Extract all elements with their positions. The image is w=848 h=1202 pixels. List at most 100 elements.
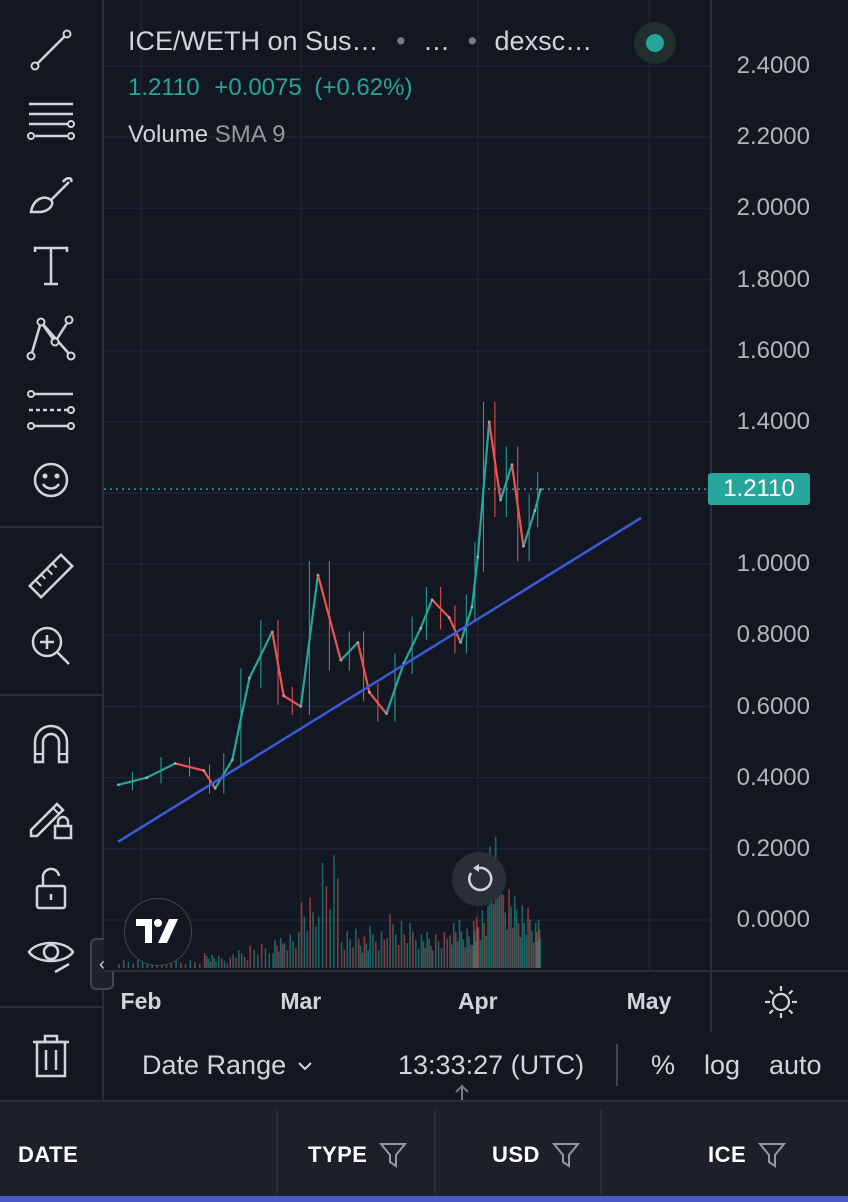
volume-bar [417, 948, 420, 968]
fib-retracement-icon [27, 102, 75, 140]
volume-bar [297, 931, 300, 968]
transactions-table-header: DATE TYPE USD ICE [0, 1100, 848, 1202]
volume-bar [317, 916, 320, 968]
volume-bar [276, 945, 278, 968]
time-tick-label: Mar [280, 988, 322, 1014]
volume-bar [424, 948, 427, 968]
volume-bar [409, 922, 411, 968]
auto-toggle[interactable]: auto [769, 1050, 822, 1080]
zoom-in-icon [31, 626, 70, 665]
filter-icon[interactable] [551, 1142, 580, 1168]
volume-bar [400, 920, 403, 968]
volume-bar [508, 889, 510, 968]
date-range-dropdown[interactable]: Date Range [142, 1050, 314, 1081]
volume-bar [504, 912, 507, 968]
volume-bar [243, 956, 246, 968]
delete-drawings-tool[interactable] [12, 1026, 90, 1086]
volume-bar [462, 939, 465, 968]
trend-line-tool[interactable] [12, 20, 90, 80]
hide-drawings-tool[interactable] [12, 922, 90, 982]
tradingview-logo-icon [136, 919, 178, 943]
time-scale[interactable]: Feb Mar Apr May [104, 970, 710, 1032]
pattern-tool[interactable] [12, 308, 90, 368]
volume-legend[interactable]: Volume SMA 9 [128, 121, 285, 149]
price-point [270, 630, 274, 634]
column-date[interactable]: DATE [18, 1142, 78, 1168]
unlock-icon [35, 867, 67, 910]
volume-bar [479, 939, 482, 968]
volume-bar [203, 952, 206, 968]
price-point [213, 786, 217, 790]
percent-toggle[interactable]: % [651, 1050, 676, 1080]
volume-bar [359, 945, 362, 968]
volume-bar [475, 917, 478, 968]
legend-price-row: 1.2110 +0.0075 (+0.62%) [128, 74, 412, 102]
volume-bar [207, 958, 210, 968]
volume-bar [397, 944, 400, 968]
volume-bar [414, 940, 417, 968]
price-point [430, 598, 434, 602]
emoji-tool[interactable] [12, 450, 90, 510]
volume-bar [527, 907, 529, 968]
volume-bar [519, 937, 522, 968]
volume-bar [517, 923, 520, 968]
zoom-in-tool[interactable] [12, 616, 90, 676]
lock-drawing-tool[interactable] [12, 786, 90, 846]
brush-tool[interactable] [12, 164, 90, 224]
volume-bar [361, 952, 364, 968]
ruler-tool[interactable] [12, 546, 90, 606]
volume-bar [422, 941, 425, 968]
tradingview-logo[interactable] [124, 898, 192, 966]
market-status-indicator[interactable] [634, 22, 676, 64]
text-tool[interactable] [12, 236, 90, 296]
volume-bar [363, 936, 366, 968]
column-usd[interactable]: USD [492, 1142, 580, 1168]
magnet-tool[interactable] [12, 714, 90, 774]
unlock-tool[interactable] [12, 858, 90, 918]
price-tick-label: 0.4000 [736, 763, 810, 791]
time-tick-label: Feb [120, 988, 162, 1014]
table-header-underline [0, 1196, 848, 1202]
volume-bar [537, 919, 540, 968]
column-type[interactable]: TYPE [308, 1142, 408, 1168]
volume-bar [472, 944, 474, 968]
volume-bar [432, 950, 434, 968]
volume-bar [428, 938, 430, 968]
price-tick-label: 0.6000 [736, 692, 810, 720]
prediction-tool[interactable] [12, 380, 90, 440]
volume-bar [268, 953, 271, 968]
price-point [202, 769, 206, 772]
volume-bar [249, 945, 252, 968]
volume-bar [199, 963, 201, 968]
price-chart[interactable] [104, 0, 710, 970]
price-tick-label: 0.8000 [736, 621, 810, 649]
fib-retracement-tool[interactable] [12, 92, 90, 152]
emoji-icon [33, 462, 69, 498]
reset-chart-button[interactable] [452, 852, 506, 906]
filter-icon[interactable] [379, 1142, 408, 1168]
filter-icon[interactable] [758, 1142, 787, 1168]
price-tick-label: 1.6000 [736, 336, 810, 364]
volume-bar [238, 949, 240, 968]
price-tick-label: 2.2000 [736, 123, 810, 151]
price-tick-label: 0.2000 [736, 834, 810, 862]
chart-legend-title[interactable]: ICE/WETH on Sus… • … • dexsc… [128, 26, 592, 57]
volume-bar [232, 954, 234, 968]
volume-bar [343, 950, 346, 968]
volume-bar [306, 931, 309, 968]
log-toggle[interactable]: log [704, 1050, 741, 1080]
volume-bar [277, 951, 280, 968]
volume-bar [477, 927, 480, 968]
column-ice[interactable]: ICE [708, 1142, 787, 1168]
volume-bar [229, 957, 232, 968]
chart-settings-button[interactable] [710, 970, 848, 1032]
volume-bar [180, 962, 182, 968]
chart-pane[interactable] [104, 0, 710, 970]
volume-bar [205, 955, 208, 968]
time-tick-label: Apr [457, 988, 498, 1014]
volume-bar [283, 943, 286, 968]
utc-clock[interactable]: 13:33:27 (UTC) [398, 1050, 585, 1080]
volume-bar [292, 941, 294, 968]
price-point [385, 712, 388, 716]
volume-bar [223, 960, 226, 968]
